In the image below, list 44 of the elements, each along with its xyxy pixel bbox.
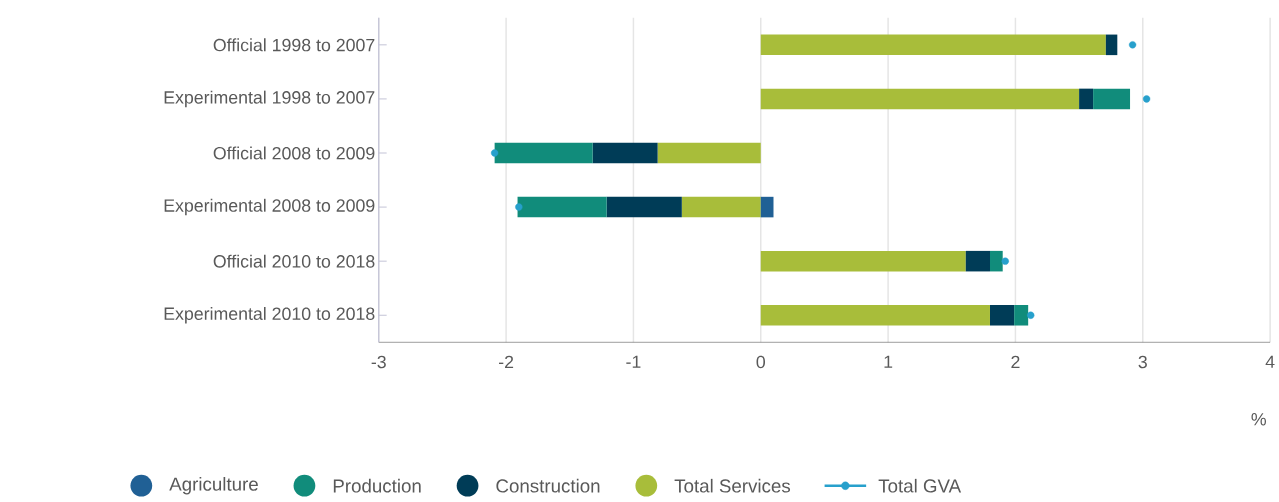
y-tick-label: Official 1998 to 2007 [213, 38, 375, 52]
bar [681, 197, 761, 218]
x-tick-label: -3 [371, 355, 386, 369]
bar [760, 197, 774, 218]
x-tick-label: 2 [1011, 355, 1020, 369]
x-tick-label: -1 [626, 355, 641, 369]
x-tick-label: 4 [1265, 355, 1275, 369]
legend-label: Agriculture [169, 477, 258, 495]
bar [517, 197, 607, 218]
y-tick-label: Official 2010 to 2018 [213, 254, 375, 268]
y-tick-label: Experimental 2008 to 2009 [164, 199, 375, 216]
bar [1105, 34, 1118, 56]
bar [606, 197, 682, 218]
point [490, 149, 499, 157]
x-axis-title: % [1251, 413, 1267, 426]
point [1142, 95, 1151, 103]
bar [1093, 88, 1131, 110]
bar [657, 142, 761, 164]
x-tick-label: 1 [884, 355, 893, 369]
legend-label: Total GVA [878, 479, 962, 493]
bar [989, 305, 1015, 326]
bar [965, 251, 990, 272]
bar [1014, 305, 1029, 326]
y-tick-label: Experimental 2010 to 2018 [164, 307, 375, 324]
bar [989, 251, 1003, 272]
x-tick-label: 3 [1138, 355, 1147, 369]
x-tick-label: 0 [756, 355, 766, 369]
legend-label: Total Services [674, 479, 791, 493]
y-tick-label: Official 2008 to 2009 [213, 146, 375, 160]
bar [760, 88, 1080, 110]
legend-label: Construction [496, 479, 600, 493]
bar [760, 251, 966, 272]
bar [592, 142, 658, 164]
bar [760, 305, 990, 326]
point [1001, 257, 1009, 266]
bar [760, 34, 1106, 56]
bar [1079, 88, 1094, 110]
y-tick-label: Experimental 1998 to 2007 [164, 90, 375, 108]
point [1027, 311, 1035, 320]
x-tick-label: -2 [498, 355, 514, 369]
legend-label: Production [333, 479, 421, 493]
point [1128, 41, 1137, 49]
bar [494, 142, 593, 164]
point [515, 203, 523, 211]
